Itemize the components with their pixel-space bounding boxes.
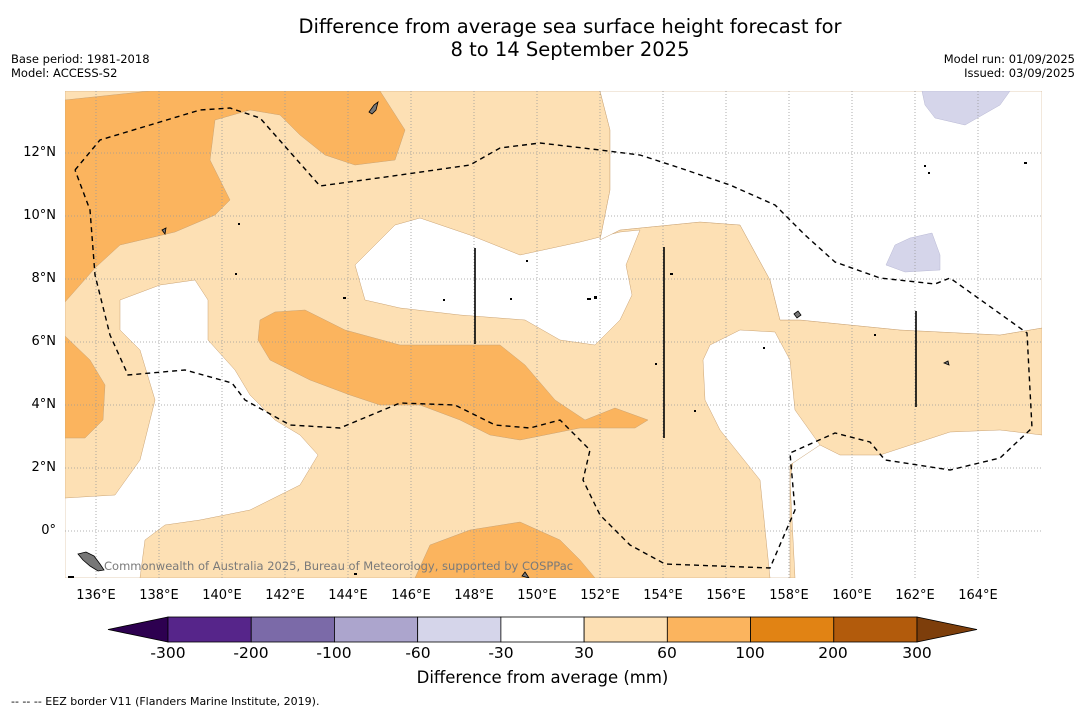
lon-tick: 162°E <box>895 588 935 603</box>
lat-tick: 4°N <box>31 397 57 412</box>
lon-tick: 164°E <box>958 588 998 603</box>
colorbar-segment <box>833 616 918 643</box>
lat-tick: 10°N <box>23 208 56 223</box>
issued-text: Issued: 03/09/2025 <box>964 66 1075 80</box>
lon-tick: 152°E <box>580 588 620 603</box>
colorbar-segment <box>666 616 751 643</box>
colorbar-tick: -60 <box>405 644 431 662</box>
meta-right: Model run: 01/09/2025 Issued: 03/09/2025 <box>944 52 1075 80</box>
anomaly-neutral-fill <box>65 91 1042 578</box>
lon-tick: 150°E <box>517 588 557 603</box>
colorbar-over-arrow <box>916 616 978 643</box>
colorbar-segment <box>417 616 502 643</box>
colorbar-tick: -200 <box>233 644 269 662</box>
title-line-2: 8 to 14 September 2025 <box>450 38 690 61</box>
colorbar-under-arrow <box>107 616 169 643</box>
atoll-dots <box>68 162 1027 578</box>
meta-left: Base period: 1981-2018 Model: ACCESS-S2 <box>11 52 150 80</box>
graticule <box>65 91 1042 578</box>
lon-tick: 146°E <box>391 588 431 603</box>
lon-tick: 140°E <box>202 588 242 603</box>
colorbar-segment <box>500 616 585 643</box>
lon-tick: 144°E <box>328 588 368 603</box>
lat-tick: 6°N <box>31 334 57 349</box>
anomaly-negative-fill <box>885 91 1011 273</box>
lon-tick: 136°E <box>76 588 116 603</box>
base-period-text: Base period: 1981-2018 <box>11 52 150 66</box>
lon-tick: 148°E <box>454 588 494 603</box>
colorbar-tick: 200 <box>818 644 848 662</box>
colorbar-tick: 30 <box>574 644 594 662</box>
colorbar-tick: -30 <box>488 644 514 662</box>
lat-tick: 0° <box>41 523 56 538</box>
colorbar-tick: 60 <box>657 644 677 662</box>
credit-text: Commonwealth of Australia 2025, Bureau o… <box>104 559 574 573</box>
colorbar-label: Difference from average (mm) <box>416 668 669 687</box>
colorbar <box>107 616 978 643</box>
colorbar-segment <box>250 616 335 643</box>
lon-tick: 142°E <box>265 588 305 603</box>
eez-footnote: -- -- -- EEZ border V11 (Flanders Marine… <box>11 695 320 708</box>
lat-tick: 8°N <box>31 271 57 286</box>
model-run-text: Model run: 01/09/2025 <box>943 52 1075 66</box>
colorbar-tick: -100 <box>316 644 352 662</box>
colorbar-segment <box>167 616 252 643</box>
model-text: Model: ACCESS-S2 <box>11 66 118 80</box>
title-line-1: Difference from average sea surface heig… <box>298 15 842 38</box>
lon-tick: 160°E <box>832 588 872 603</box>
lon-tick: 138°E <box>139 588 179 603</box>
lat-tick: 12°N <box>23 145 56 160</box>
colorbar-tick: -300 <box>150 644 186 662</box>
colorbar-tick: 300 <box>902 644 932 662</box>
lon-tick: 156°E <box>706 588 746 603</box>
islands <box>77 101 950 578</box>
lon-tick: 158°E <box>769 588 809 603</box>
colorbar-segment <box>583 616 668 643</box>
anomaly-60-100-fill <box>65 91 649 578</box>
colorbar-tick: 100 <box>735 644 765 662</box>
lon-tick: 154°E <box>643 588 683 603</box>
colorbar-segment <box>750 616 835 643</box>
lat-tick: 2°N <box>31 460 57 475</box>
chart-title: Difference from average sea surface heig… <box>0 15 1085 61</box>
colorbar-segment <box>334 616 419 643</box>
boundary-segments <box>474 247 917 438</box>
